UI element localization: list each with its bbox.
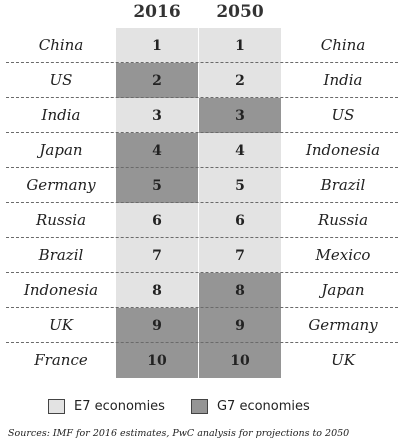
rank-2050: 7 xyxy=(199,238,281,273)
country-2050: Germany xyxy=(308,316,378,334)
table-row: Russia 6 6 Russia xyxy=(6,203,398,238)
rank-2016: 10 xyxy=(116,343,198,378)
rank-2050: 8 xyxy=(199,273,281,308)
legend-item-g7: G7 economies xyxy=(190,398,310,414)
rank-2050: 3 xyxy=(199,98,281,133)
country-2016: France xyxy=(34,351,88,369)
legend-label-g7: G7 economies xyxy=(216,398,310,414)
country-2016: Russia xyxy=(35,211,87,229)
country-2050: Brazil xyxy=(320,176,366,194)
legend: E7 economies G7 economies xyxy=(48,397,336,415)
rank-2016: 7 xyxy=(116,238,198,273)
country-2016: UK xyxy=(49,316,73,334)
country-2050: Japan xyxy=(321,281,365,299)
rank-2050: 10 xyxy=(199,343,281,378)
year-header-2050: 2050 xyxy=(216,2,264,22)
year-header-2016: 2016 xyxy=(133,2,181,22)
country-2050: India xyxy=(323,71,363,89)
rank-2016: 2 xyxy=(116,63,198,98)
country-2050: UK xyxy=(331,351,355,369)
legend-label-e7: E7 economies xyxy=(74,398,165,414)
country-2050: US xyxy=(331,106,355,124)
rank-2050: 6 xyxy=(199,203,281,238)
e7-swatch xyxy=(48,398,65,414)
country-2016: Germany xyxy=(26,176,96,194)
rank-2050: 2 xyxy=(199,63,281,98)
rank-2016: 1 xyxy=(116,28,198,63)
source-note: Sources: IMF for 2016 estimates, PwC ana… xyxy=(8,428,350,439)
table-row: China 1 1 China xyxy=(6,28,398,63)
ranking-table: China 1 1 China US 2 2 India India 3 3 US Japan 4 4 Ind… xyxy=(6,28,398,378)
country-2016: Brazil xyxy=(38,246,84,264)
rank-2050: 4 xyxy=(199,133,281,168)
rank-2016: 5 xyxy=(116,168,198,203)
country-2016: Indonesia xyxy=(23,281,99,299)
legend-item-e7: E7 economies xyxy=(48,398,165,414)
table-row: Japan 4 4 Indonesia xyxy=(6,133,398,168)
rank-2016: 6 xyxy=(116,203,198,238)
country-2050: China xyxy=(320,36,366,54)
country-2016: India xyxy=(41,106,81,124)
table-row: Germany 5 5 Brazil xyxy=(6,168,398,203)
country-2016: Japan xyxy=(39,141,83,159)
country-2016: China xyxy=(38,36,84,54)
table-row: France 10 10 UK xyxy=(6,343,398,378)
rank-2050: 1 xyxy=(199,28,281,63)
rank-2016: 4 xyxy=(116,133,198,168)
country-2050: Mexico xyxy=(315,246,371,264)
rank-2016: 9 xyxy=(116,308,198,343)
g7-swatch xyxy=(190,398,208,414)
rank-2016: 3 xyxy=(116,98,198,133)
table-row: UK 9 9 Germany xyxy=(6,308,398,343)
table-row: US 2 2 India xyxy=(6,63,398,98)
rank-2050: 9 xyxy=(199,308,281,343)
rank-2016: 8 xyxy=(116,273,198,308)
table-row: India 3 3 US xyxy=(6,98,398,133)
table-row: Brazil 7 7 Mexico xyxy=(6,238,398,273)
rank-2050: 5 xyxy=(199,168,281,203)
country-2050: Indonesia xyxy=(305,141,381,159)
country-2050: Russia xyxy=(317,211,369,229)
country-2016: US xyxy=(49,71,73,89)
table-row: Indonesia 8 8 Japan xyxy=(6,273,398,308)
